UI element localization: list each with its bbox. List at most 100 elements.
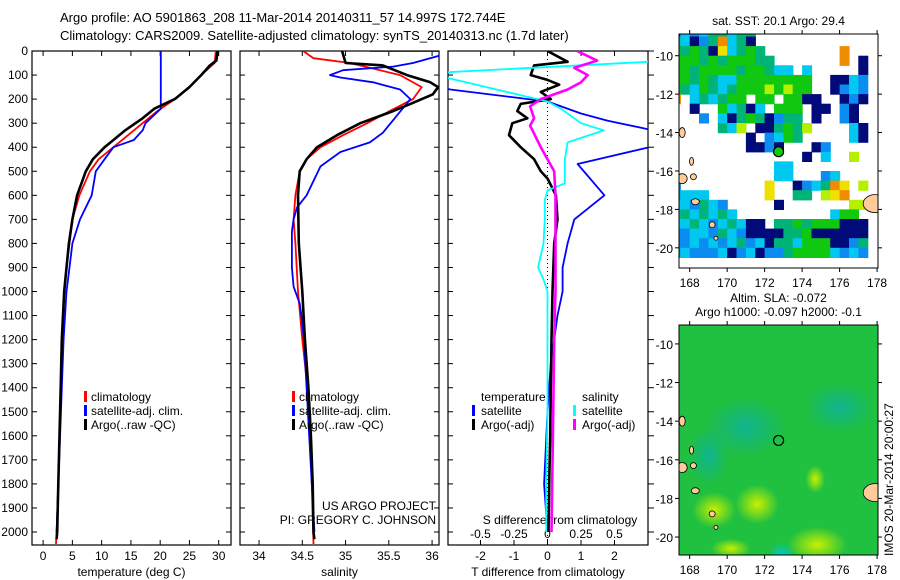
sst-cell <box>858 219 869 230</box>
x-tick-label: 10 <box>95 549 109 563</box>
sst-cell <box>745 113 756 124</box>
sst-cell <box>774 171 784 182</box>
legend-swatch <box>292 405 295 416</box>
sst-cell <box>811 180 822 191</box>
sst-cell <box>680 199 691 210</box>
sst-cell <box>792 247 803 258</box>
x-tick-label: 0 <box>544 549 551 563</box>
figure-title-line2: Climatology: CARS2009. Satellite-adjuste… <box>60 28 569 43</box>
lat-tick-label: -10 <box>656 338 674 352</box>
sst-cell <box>736 36 747 47</box>
sst-cell <box>699 190 709 201</box>
sst-cell <box>679 180 681 191</box>
sst-cell <box>727 219 738 230</box>
sst-cell <box>736 94 747 105</box>
sst-cell <box>745 238 756 249</box>
sst-cell <box>792 190 803 201</box>
sst-cell <box>764 132 775 143</box>
x-axis-label: T difference from climatology <box>471 565 625 579</box>
sst-cell <box>783 65 794 76</box>
sst-cell <box>764 65 775 76</box>
sst-cell <box>783 228 794 239</box>
sst-cell <box>792 84 803 95</box>
sst-cell <box>727 46 738 57</box>
y-tick-label: 1100 <box>2 309 28 323</box>
sst-cell <box>792 132 803 143</box>
s-tick-label: 0.5 <box>606 527 623 541</box>
sst-cell <box>858 94 869 105</box>
sst-cell <box>745 142 756 153</box>
land-island <box>679 173 688 185</box>
legend-label: satellite-adj. clim. <box>299 404 391 418</box>
series-line-salinity-argo-adj- <box>528 51 599 533</box>
sla-anomaly-blob <box>688 425 729 486</box>
series-line-temperature-argo-adj- <box>507 51 569 533</box>
sst-cell <box>717 74 728 86</box>
sst-cell <box>755 65 766 76</box>
sst-cell <box>699 113 709 124</box>
sst-cell <box>802 238 813 249</box>
sst-cell <box>858 55 869 66</box>
sst-cell <box>679 36 681 47</box>
sst-cell <box>764 55 775 66</box>
y-tick-label: 1900 <box>1 501 28 515</box>
sst-cell <box>699 209 709 220</box>
s-tick-label: -0.5 <box>470 527 491 541</box>
sla-map: 168 170 172 174 176 178 -10 -12 -14 -16 -18 -20 Alti… <box>656 291 888 577</box>
x-tick-label: -2 <box>475 549 486 563</box>
y-tick-label: 1700 <box>1 453 28 467</box>
sst-cell <box>680 46 691 57</box>
sst-cell <box>849 209 859 220</box>
sst-cell <box>792 123 803 134</box>
sst-cell <box>679 46 681 57</box>
land-island <box>708 510 716 518</box>
y-tick-label: 1200 <box>1 333 28 347</box>
sst-cell <box>745 247 756 258</box>
sst-cell <box>745 74 756 86</box>
sst-cell <box>689 65 700 76</box>
sst-cell <box>774 247 784 258</box>
sst-cell <box>849 103 859 114</box>
lon-tick-label: 168 <box>680 276 700 290</box>
sst-cell <box>764 190 775 201</box>
sst-cell <box>699 65 709 76</box>
s-tick-label: 0 <box>544 527 551 541</box>
sst-cell <box>736 65 747 76</box>
map-title: sat. SST: 20.1 Argo: 29.4 <box>712 14 845 28</box>
sst-cell <box>727 123 738 134</box>
sst-cell <box>727 228 738 239</box>
land-island <box>690 487 700 495</box>
sst-cell <box>680 228 691 239</box>
lon-tick-label: 172 <box>755 563 775 577</box>
sst-cell <box>764 238 775 249</box>
sst-cell <box>708 46 719 57</box>
legend-label: Argo(..raw -QC) <box>299 418 384 432</box>
sst-cell <box>736 84 747 95</box>
lat-tick-label: -20 <box>656 242 674 256</box>
x-tick-label: -1 <box>509 549 520 563</box>
lat-tick-label: -10 <box>656 50 674 64</box>
sst-cell <box>708 209 719 220</box>
sst-cell <box>849 123 859 134</box>
legend-swatch <box>573 419 576 430</box>
lon-tick-label: 174 <box>792 563 812 577</box>
sst-cell <box>717 103 728 114</box>
series-line-salinity-satellite <box>448 60 648 74</box>
difference-panel: -2 -1 0 1 2 T difference from climatology -0.5… <box>447 50 654 579</box>
sst-cell <box>764 84 775 95</box>
legend-swatch <box>84 419 87 430</box>
lon-tick-label: 176 <box>830 563 850 577</box>
sst-cell <box>792 219 803 230</box>
sst-cell <box>811 94 822 105</box>
sst-cell <box>774 161 784 172</box>
lat-tick-label: -14 <box>656 127 674 141</box>
sst-cell <box>679 199 681 210</box>
sst-cell <box>839 219 850 230</box>
sst-cell <box>755 123 766 134</box>
s-axis-label: S difference from climatology <box>483 513 638 527</box>
sst-cell <box>792 180 803 191</box>
credit-project: US ARGO PROJECT <box>322 499 437 513</box>
sst-cell <box>820 228 831 239</box>
sst-cell <box>858 228 869 239</box>
sst-cell <box>774 65 784 76</box>
